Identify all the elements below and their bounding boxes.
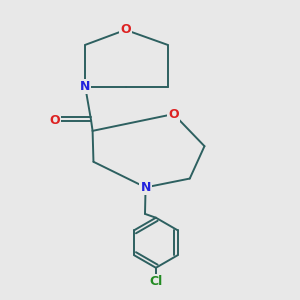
Text: O: O	[168, 108, 179, 121]
Text: O: O	[49, 114, 60, 127]
Text: O: O	[120, 23, 131, 36]
Text: N: N	[80, 80, 90, 93]
Text: N: N	[140, 181, 151, 194]
Text: Cl: Cl	[149, 275, 163, 288]
